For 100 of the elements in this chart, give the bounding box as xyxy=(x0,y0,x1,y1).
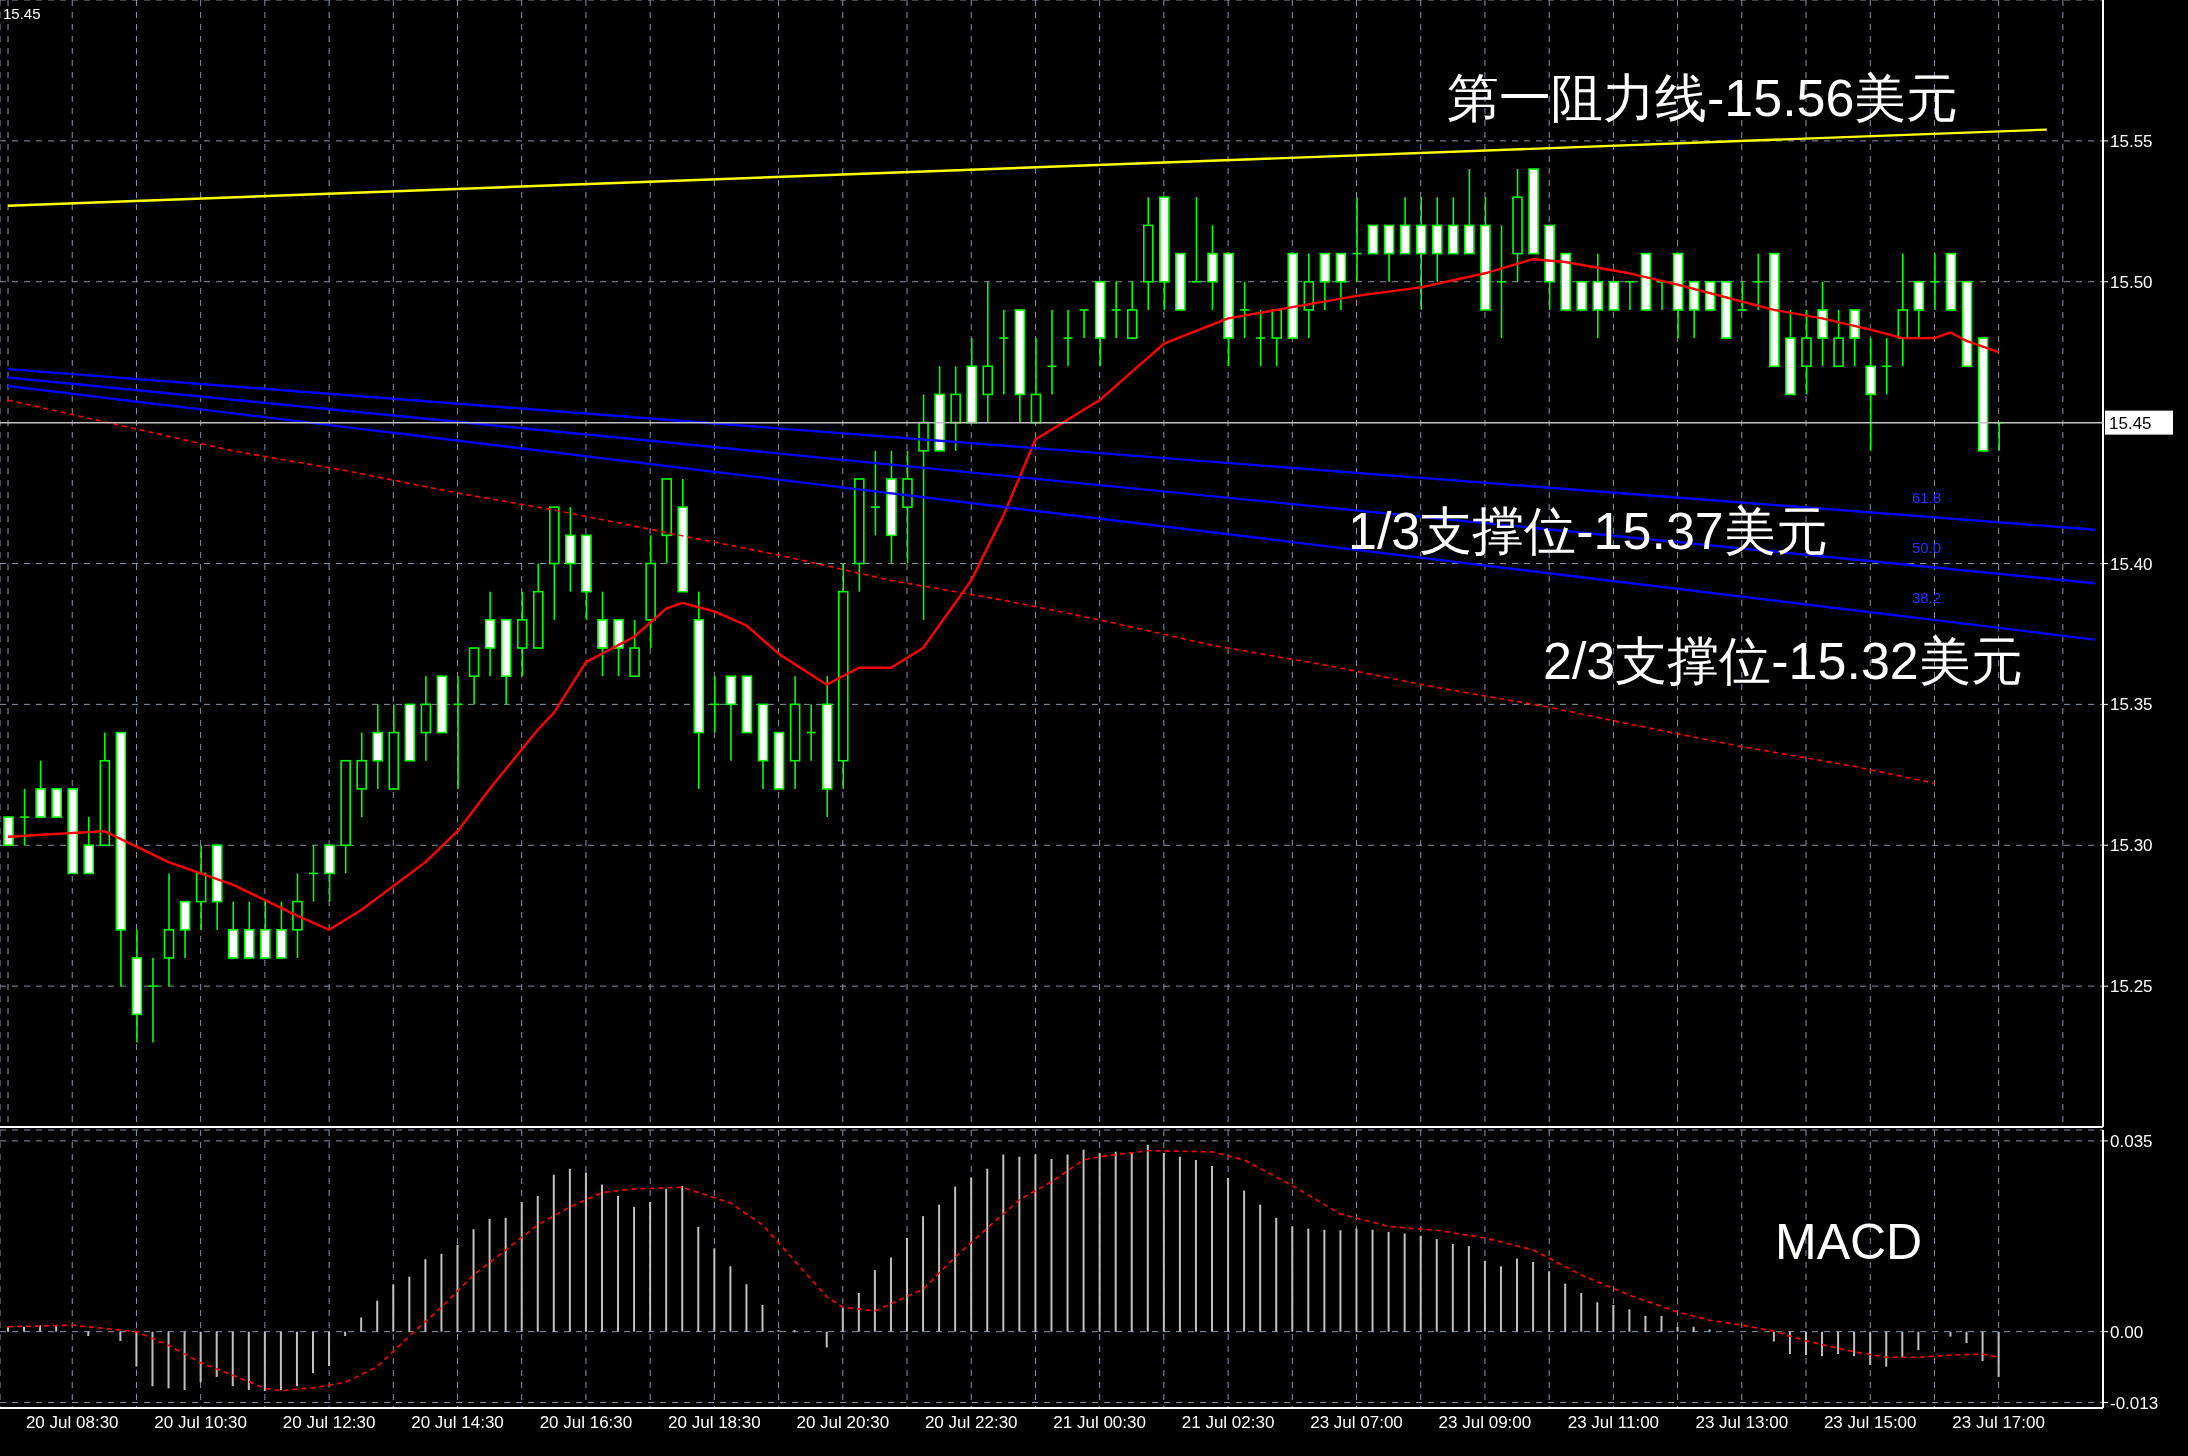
bar xyxy=(1371,1229,1374,1332)
bar xyxy=(1837,1331,1840,1355)
candlestick xyxy=(1191,196,1202,283)
bar xyxy=(151,1331,154,1387)
bar xyxy=(1114,1151,1117,1332)
x-tick-label: 21 Jul 00:30 xyxy=(1053,1413,1146,1433)
candlestick xyxy=(1753,252,1764,311)
bar xyxy=(1580,1292,1583,1332)
bar xyxy=(440,1253,443,1332)
candlestick xyxy=(1881,337,1893,396)
bar xyxy=(231,1331,234,1387)
x-tick-label: 20 Jul 08:30 xyxy=(25,1413,119,1433)
bar xyxy=(215,1331,218,1377)
annotation: 38.2 xyxy=(1912,589,1942,606)
bar xyxy=(1435,1239,1438,1332)
bar xyxy=(376,1300,379,1332)
candlestick xyxy=(19,788,30,847)
bar xyxy=(584,1172,587,1332)
bar xyxy=(1483,1260,1486,1332)
bar xyxy=(986,1168,989,1332)
bar xyxy=(1628,1309,1631,1332)
annotation: 2/3支撑位-15.32美元 xyxy=(1543,632,2023,690)
bar xyxy=(1243,1190,1246,1332)
bar xyxy=(1291,1226,1294,1332)
candlestick xyxy=(998,309,1010,396)
bar xyxy=(23,1326,26,1332)
candlestick xyxy=(1239,280,1250,339)
x-tick-label: 23 Jul 07:00 xyxy=(1310,1413,1403,1433)
bar xyxy=(1997,1331,2000,1377)
text: MACD xyxy=(1775,1214,1923,1270)
bar xyxy=(649,1201,652,1332)
x-tick-label: 20 Jul 20:30 xyxy=(796,1413,890,1433)
bar xyxy=(665,1188,668,1332)
x-tick-label: 23 Jul 17:00 xyxy=(1952,1413,2045,1433)
bar xyxy=(889,1257,892,1332)
bar xyxy=(520,1201,523,1332)
bar xyxy=(1034,1154,1037,1332)
candlestick xyxy=(1062,309,1074,368)
bar xyxy=(1275,1217,1278,1332)
candlestick xyxy=(1255,309,1266,368)
bar xyxy=(504,1217,507,1332)
bar xyxy=(1211,1165,1214,1332)
bar xyxy=(1548,1271,1551,1332)
bar xyxy=(1419,1235,1422,1332)
bar xyxy=(1869,1331,1872,1365)
bar xyxy=(536,1195,539,1332)
bar xyxy=(1692,1326,1695,1332)
candlestick xyxy=(1496,224,1507,339)
x-tick-label: 23 Jul 13:00 xyxy=(1695,1413,1789,1433)
x-tick-label: 21 Jul 02:30 xyxy=(1181,1413,1275,1433)
bar xyxy=(970,1177,973,1332)
bar xyxy=(1066,1154,1069,1332)
bar xyxy=(1467,1246,1470,1332)
bar xyxy=(312,1331,315,1374)
x-tick-label: 23 Jul 09:00 xyxy=(1438,1413,1532,1433)
x-tick-label: 20 Jul 22:30 xyxy=(924,1413,1018,1433)
bar xyxy=(1596,1302,1599,1332)
y-tick-label: 0.035 xyxy=(2110,1131,2153,1151)
bar xyxy=(1853,1331,1856,1357)
bar xyxy=(1772,1331,1775,1342)
bar xyxy=(7,1327,9,1332)
bar xyxy=(761,1304,764,1332)
annotation: 第一阻力线-15.56美元 xyxy=(1447,69,1959,127)
bar xyxy=(1162,1152,1165,1332)
bar xyxy=(472,1229,475,1332)
bar xyxy=(424,1259,427,1332)
bar xyxy=(1387,1231,1390,1332)
bar xyxy=(1660,1315,1663,1332)
bar xyxy=(55,1326,58,1332)
bar xyxy=(1564,1283,1567,1332)
candlestick xyxy=(1046,309,1058,396)
bar xyxy=(408,1276,411,1332)
bar xyxy=(617,1195,620,1332)
y-tick-label: 15.35 xyxy=(2110,695,2153,715)
bar xyxy=(1098,1152,1101,1332)
bar xyxy=(135,1331,138,1367)
annotation: 50.0 xyxy=(1912,539,1942,556)
bar xyxy=(681,1186,684,1332)
bar xyxy=(199,1331,202,1383)
y-tick-label: 15.55 xyxy=(2110,131,2153,151)
bar xyxy=(1612,1304,1615,1332)
bar xyxy=(841,1307,844,1332)
candlestick xyxy=(1736,280,1748,311)
bar xyxy=(1708,1329,1711,1332)
annotation: 61.8 xyxy=(1912,489,1942,506)
bar xyxy=(1178,1156,1181,1332)
bar xyxy=(1901,1331,1904,1358)
annotation: 15.45 xyxy=(3,5,41,22)
bar xyxy=(1965,1331,1968,1344)
bar xyxy=(279,1331,282,1391)
bar xyxy=(1981,1331,1984,1362)
y-tick-label: 15.40 xyxy=(2110,554,2153,574)
bar xyxy=(1339,1230,1342,1332)
bar xyxy=(1516,1258,1519,1332)
bar xyxy=(1403,1233,1406,1332)
bar xyxy=(1323,1229,1326,1332)
bar xyxy=(392,1284,395,1332)
bar xyxy=(1885,1331,1888,1367)
y-tick-label: 15.50 xyxy=(2110,272,2153,292)
bar xyxy=(1146,1144,1149,1332)
